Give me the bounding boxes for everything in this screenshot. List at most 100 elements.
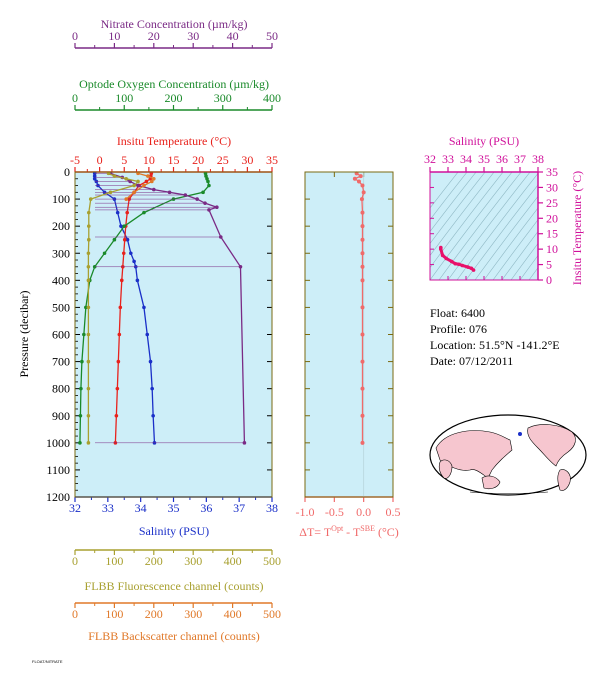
data-point xyxy=(144,179,149,184)
world-map xyxy=(429,414,587,496)
data-point xyxy=(135,278,140,283)
ts-salinity-axis-title: Salinity (PSU) xyxy=(449,134,519,148)
salinity-axis-tick-label: 35 xyxy=(168,501,180,515)
ts-temperature-tick-label: 15 xyxy=(546,227,558,241)
ts-temperature-tick-label: 30 xyxy=(546,180,558,194)
data-point xyxy=(207,183,211,188)
ts-density-contour xyxy=(474,195,538,280)
data-point xyxy=(88,197,93,201)
data-point xyxy=(125,237,130,242)
data-point xyxy=(152,187,156,192)
pressure-axis-tick-label: 700 xyxy=(52,355,70,369)
delta-t-point xyxy=(360,237,365,242)
data-point xyxy=(102,251,107,256)
float-location-marker xyxy=(518,432,522,436)
profile-number: Profile: 076 xyxy=(430,322,487,336)
data-point xyxy=(145,332,150,337)
nitrate-axis-tick-label: 20 xyxy=(148,29,160,43)
data-point xyxy=(78,441,82,445)
nitrate-axis-tick-label: 10 xyxy=(108,29,120,43)
fluorescence-axis: 0 100 200 300 400 500 xyxy=(72,549,281,568)
nitrate-axis-tick-label: 0 xyxy=(72,29,78,43)
fluorescence-axis-tick-label: 0 xyxy=(72,554,78,568)
data-point xyxy=(142,305,146,310)
ts-salinity-tick-label: 35 xyxy=(478,152,490,166)
data-point xyxy=(86,278,91,283)
delta-t-point xyxy=(360,386,365,391)
map-land-north-america xyxy=(527,424,576,467)
data-point xyxy=(86,386,91,391)
data-point xyxy=(128,179,132,184)
delta-t-point xyxy=(358,174,363,179)
data-point xyxy=(86,332,91,337)
data-point xyxy=(86,264,91,269)
date: Date: 07/12/2011 xyxy=(430,354,514,368)
delta-t-point xyxy=(360,251,365,256)
data-point xyxy=(121,251,126,256)
data-point xyxy=(86,251,91,256)
ts-salinity-tick-label: 32 xyxy=(424,152,436,166)
pressure-axis-tick-label: 900 xyxy=(52,409,70,423)
data-point xyxy=(142,210,146,215)
pressure-axis-tick-label: 600 xyxy=(52,328,70,342)
temperature-axis-tick-label: -5 xyxy=(70,153,80,167)
data-point xyxy=(112,237,117,242)
data-point xyxy=(132,190,136,195)
data-point xyxy=(148,359,153,364)
oxygen-axis: 0 100 200 300 400 xyxy=(72,91,281,111)
data-point xyxy=(80,359,84,364)
map-land-africa xyxy=(438,459,453,479)
pressure-axis-title: Pressure (decibar) xyxy=(17,291,31,378)
ts-point xyxy=(440,253,445,258)
ts-point xyxy=(457,262,461,267)
delta-t-point xyxy=(360,264,365,269)
delta-t-axis-title: ΔT= TOpt - TSBE (°C) xyxy=(299,524,399,539)
temperature-axis-tick-label: 35 xyxy=(266,153,278,167)
data-point xyxy=(195,197,199,201)
pressure-axis: 0 100 200 300 400 500 600 700 800 900 1000 1100 1200 xyxy=(46,165,272,504)
salinity-axis-tick-label: 34 xyxy=(135,501,147,515)
ts-salinity-tick-label: 37 xyxy=(514,152,526,166)
data-point xyxy=(242,441,247,445)
pressure-axis-tick-label: 100 xyxy=(52,192,70,206)
data-point xyxy=(125,210,130,215)
ts-density-contour xyxy=(430,172,486,244)
ts-temperature-tick-label: 20 xyxy=(546,211,558,225)
delta-t-point xyxy=(356,179,361,184)
ts-temperature-axis-title: Insitu Temperature (°C) xyxy=(570,171,584,285)
data-point xyxy=(86,359,91,364)
data-point xyxy=(152,176,156,181)
temperature-axis: -5 0 5 10 15 20 25 30 35 xyxy=(70,153,278,173)
data-point xyxy=(115,386,120,391)
nitrate-axis-tick-label: 40 xyxy=(227,29,239,43)
data-point xyxy=(132,259,136,264)
ts-density-contour xyxy=(447,172,531,280)
map-land-australia xyxy=(481,475,501,490)
ts-salinity-tick-label: 34 xyxy=(460,152,472,166)
ts-point xyxy=(444,256,449,261)
fluorescence-axis-tick-label: 100 xyxy=(105,554,123,568)
ts-curve xyxy=(439,245,476,272)
salinity-axis-tick-label: 37 xyxy=(233,501,245,515)
data-point xyxy=(136,183,140,188)
backscatter-axis-tick-label: 100 xyxy=(105,607,123,621)
backscatter-axis-title: FLBB Backscatter channel (counts) xyxy=(88,629,260,643)
data-point xyxy=(118,305,123,310)
credit-text: FLOAT/NITRATE xyxy=(32,659,63,664)
ts-plot-frame xyxy=(429,171,539,281)
nitrate-axis-tick-label: 50 xyxy=(266,29,278,43)
pressure-axis-tick-label: 1000 xyxy=(46,436,70,450)
temperature-axis-title: Insitu Temperature (°C) xyxy=(117,134,231,148)
data-point xyxy=(117,332,122,337)
data-point xyxy=(142,183,146,188)
oxygen-axis-tick-label: 0 xyxy=(72,91,78,105)
ts-density-contour xyxy=(501,231,538,280)
oxygen-axis-tick-label: 400 xyxy=(263,91,281,105)
data-point xyxy=(114,413,119,418)
data-point xyxy=(122,237,127,242)
data-point xyxy=(206,179,210,184)
ts-density-contour xyxy=(438,172,522,280)
delta-t-plot-frame xyxy=(304,171,394,498)
data-point xyxy=(204,174,208,178)
